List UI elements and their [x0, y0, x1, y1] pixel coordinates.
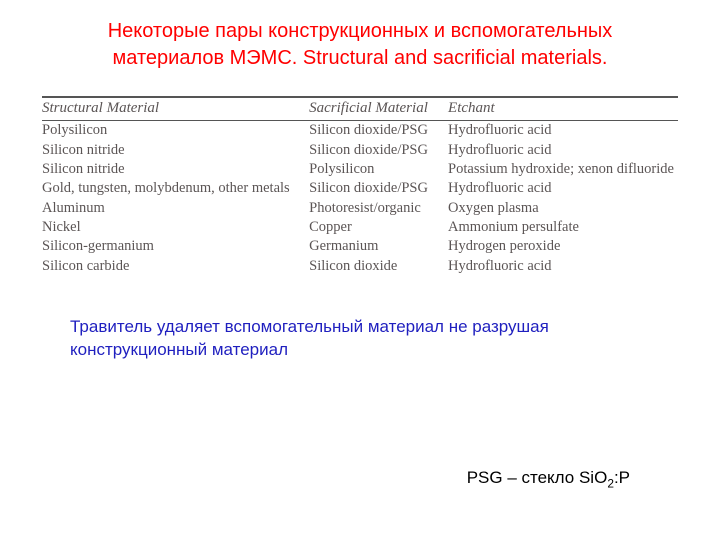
slide-title: Некоторые пары конструкционных и вспомог… — [50, 18, 670, 72]
table-row: Aluminum Photoresist/organic Oxygen plas… — [42, 199, 678, 218]
col-sacrificial: Sacrificial Material — [309, 97, 448, 121]
table-header-row: Structural Material Sacrificial Material… — [42, 97, 678, 121]
cell-sacrificial: Germanium — [309, 237, 448, 256]
materials-table-wrap: Structural Material Sacrificial Material… — [42, 96, 678, 276]
cell-sacrificial: Photoresist/organic — [309, 199, 448, 218]
cell-sacrificial: Polysilicon — [309, 160, 448, 179]
cell-structural: Nickel — [42, 218, 309, 237]
col-structural: Structural Material — [42, 97, 309, 121]
cell-etchant: Hydrofluoric acid — [448, 140, 678, 159]
cell-etchant: Potassium hydroxide; xenon difluoride — [448, 160, 678, 179]
table-row: Silicon nitride Silicon dioxide/PSG Hydr… — [42, 140, 678, 159]
cell-sacrificial: Silicon dioxide — [309, 257, 448, 276]
cell-sacrificial: Silicon dioxide/PSG — [309, 121, 448, 141]
cell-structural: Polysilicon — [42, 121, 309, 141]
psg-subscript: 2 — [607, 476, 614, 490]
cell-sacrificial: Silicon dioxide/PSG — [309, 179, 448, 198]
table-row: Silicon-germanium Germanium Hydrogen per… — [42, 237, 678, 256]
table-row: Polysilicon Silicon dioxide/PSG Hydroflu… — [42, 121, 678, 141]
cell-etchant: Hydrofluoric acid — [448, 257, 678, 276]
col-etchant: Etchant — [448, 97, 678, 121]
table-row: Nickel Copper Ammonium persulfate — [42, 218, 678, 237]
table-row: Silicon carbide Silicon dioxide Hydroflu… — [42, 257, 678, 276]
table-row: Silicon nitride Polysilicon Potassium hy… — [42, 160, 678, 179]
cell-structural: Silicon-germanium — [42, 237, 309, 256]
cell-structural: Silicon nitride — [42, 140, 309, 159]
psg-suffix: :P — [614, 468, 630, 487]
psg-prefix: PSG – стекло SiO — [467, 468, 608, 487]
cell-etchant: Hydrofluoric acid — [448, 121, 678, 141]
cell-etchant: Ammonium persulfate — [448, 218, 678, 237]
cell-etchant: Oxygen plasma — [448, 199, 678, 218]
cell-etchant: Hydrogen peroxide — [448, 237, 678, 256]
cell-structural: Silicon nitride — [42, 160, 309, 179]
cell-structural: Aluminum — [42, 199, 309, 218]
materials-table: Structural Material Sacrificial Material… — [42, 96, 678, 276]
cell-sacrificial: Copper — [309, 218, 448, 237]
cell-structural: Silicon carbide — [42, 257, 309, 276]
cell-sacrificial: Silicon dioxide/PSG — [309, 140, 448, 159]
cell-structural: Gold, tungsten, molybdenum, other metals — [42, 179, 309, 198]
etchant-note: Травитель удаляет вспомогательный матери… — [70, 316, 590, 362]
psg-definition: PSG – стекло SiO2:P — [467, 468, 630, 490]
table-body: Polysilicon Silicon dioxide/PSG Hydroflu… — [42, 121, 678, 277]
table-row: Gold, tungsten, molybdenum, other metals… — [42, 179, 678, 198]
slide: Некоторые пары конструкционных и вспомог… — [0, 0, 720, 540]
cell-etchant: Hydrofluoric acid — [448, 179, 678, 198]
